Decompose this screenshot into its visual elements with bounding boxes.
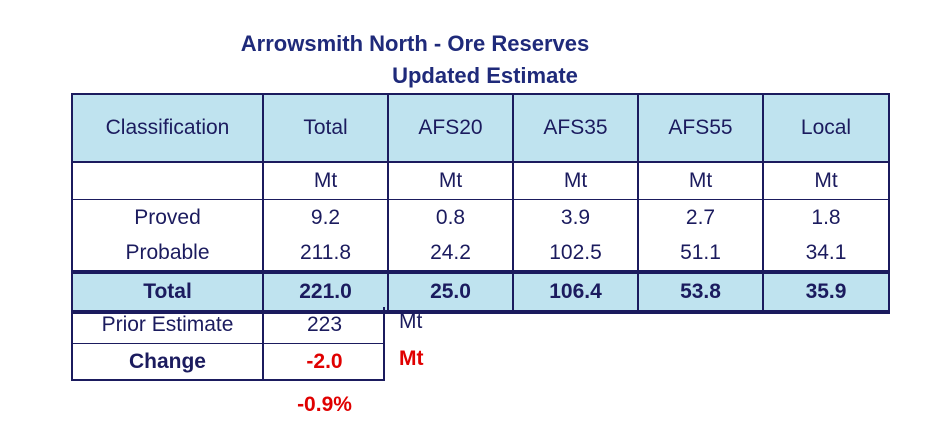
table-cell: 221.0 (262, 270, 389, 314)
header-afs35: AFS35 (512, 93, 639, 163)
table-cell: 106.4 (512, 270, 639, 314)
table-row-proved: Proved 9.2 0.8 3.9 2.7 1.8 (71, 199, 890, 235)
table-cell: 3.9 (512, 199, 639, 235)
unit-cell: Mt (762, 162, 890, 200)
prior-estimate-label: Prior Estimate (101, 313, 234, 336)
change-value: -2.0 (306, 350, 343, 373)
change-percent: -0.9% (297, 393, 352, 416)
header-local: Local (762, 93, 890, 163)
table-cell: 53.8 (637, 270, 764, 314)
table-cell: 9.2 (262, 199, 389, 235)
prior-estimate-unit: Mt (399, 310, 423, 333)
table-cell: 1.8 (762, 199, 890, 235)
header-afs55: AFS55 (637, 93, 764, 163)
row-label: Probable (71, 235, 264, 272)
table-row-probable: Probable 211.8 24.2 102.5 51.1 34.1 (71, 235, 890, 272)
unit-cell: Mt (637, 162, 764, 200)
row-label: Proved (71, 199, 264, 235)
comparison-box: Prior Estimate 223 Change -2.0 (71, 307, 385, 381)
table-cell: 2.7 (637, 199, 764, 235)
row-divider (73, 343, 383, 344)
header-total: Total (262, 93, 389, 163)
unit-cell: Mt (387, 162, 514, 200)
unit-cell: Mt (262, 162, 389, 200)
change-unit: Mt (399, 347, 424, 370)
table-cell: 25.0 (387, 270, 514, 314)
unit-cell: Mt (512, 162, 639, 200)
change-label: Change (128, 350, 206, 373)
table-cell: 102.5 (512, 235, 639, 272)
ore-reserves-table: Classification Total AFS20 AFS35 AFS55 L… (71, 93, 890, 314)
table-row-total: Total 221.0 25.0 106.4 53.8 35.9 (71, 270, 890, 314)
table-cell: 34.1 (762, 235, 890, 272)
unit-cell (71, 162, 264, 200)
table-cell: 51.1 (637, 235, 764, 272)
page-subtitle: Updated Estimate (392, 63, 578, 88)
header-classification: Classification (71, 93, 264, 163)
units-row: Mt Mt Mt Mt Mt (71, 162, 890, 200)
table-cell: 24.2 (387, 235, 514, 272)
page-title: Arrowsmith North - Ore Reserves (240, 31, 590, 56)
table-cell: 211.8 (262, 235, 389, 272)
table-header-row: Classification Total AFS20 AFS35 AFS55 L… (71, 93, 890, 163)
table-cell: 0.8 (387, 199, 514, 235)
prior-estimate-value: 223 (306, 313, 343, 336)
header-afs20: AFS20 (387, 93, 514, 163)
row-label: Total (71, 270, 264, 314)
table-cell: 35.9 (762, 270, 890, 314)
